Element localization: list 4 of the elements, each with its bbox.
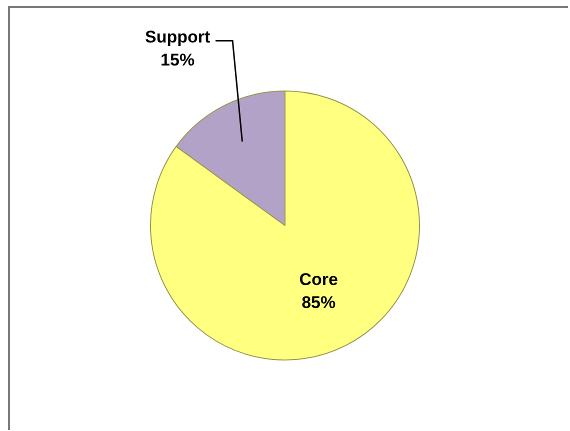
data-label: 85%	[302, 293, 336, 312]
slice-label: Core	[299, 270, 338, 290]
slice-label: Support	[144, 27, 210, 46]
data-label: 15%	[160, 50, 195, 70]
